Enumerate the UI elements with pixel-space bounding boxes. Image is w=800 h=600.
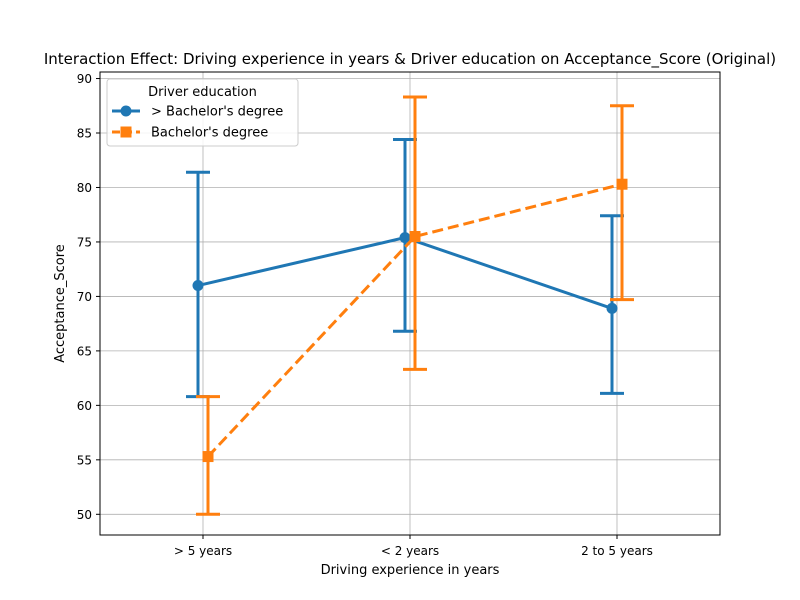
y-tick-label: 60	[77, 399, 92, 413]
data-point	[606, 302, 618, 314]
series-line	[206, 182, 623, 458]
legend-box	[106, 78, 299, 147]
y-tick-label: 55	[77, 453, 92, 467]
data-point	[616, 178, 628, 190]
data-point	[409, 231, 421, 243]
legend-marker	[120, 126, 132, 138]
y-tick-label: 70	[77, 290, 92, 304]
legend-label: > Bachelor's degree	[151, 105, 283, 120]
y-tick-label: 75	[77, 235, 92, 249]
legend-label: Bachelor's degree	[151, 126, 268, 141]
chart-title: Interaction Effect: Driving experience i…	[44, 50, 776, 69]
data-point	[399, 232, 411, 244]
series-2	[196, 95, 634, 516]
data-point	[192, 280, 204, 292]
legend: Driver education > Bachelor's degree Bach…	[106, 78, 299, 147]
y-tick-label: 80	[77, 181, 92, 195]
axes: 50 55 60 65 70 75 80 85 90 > 5 years < 2 years 2 to…	[77, 72, 653, 558]
x-axis-label: Driving experience in years	[321, 563, 500, 578]
data-point	[202, 451, 214, 463]
y-tick-label: 50	[77, 508, 92, 522]
y-tick-label: 85	[77, 127, 92, 141]
series-layer	[186, 95, 634, 516]
legend-title: Driver education	[148, 85, 257, 100]
legend-marker	[120, 105, 132, 117]
x-tick-label: > 5 years	[174, 544, 232, 558]
y-axis-label: Acceptance_Score	[53, 244, 68, 363]
x-tick-label: < 2 years	[381, 544, 439, 558]
y-tick-label: 90	[77, 72, 92, 86]
y-tick-label: 65	[77, 344, 92, 358]
series-1	[186, 138, 624, 399]
x-tick-label: 2 to 5 years	[581, 544, 653, 558]
